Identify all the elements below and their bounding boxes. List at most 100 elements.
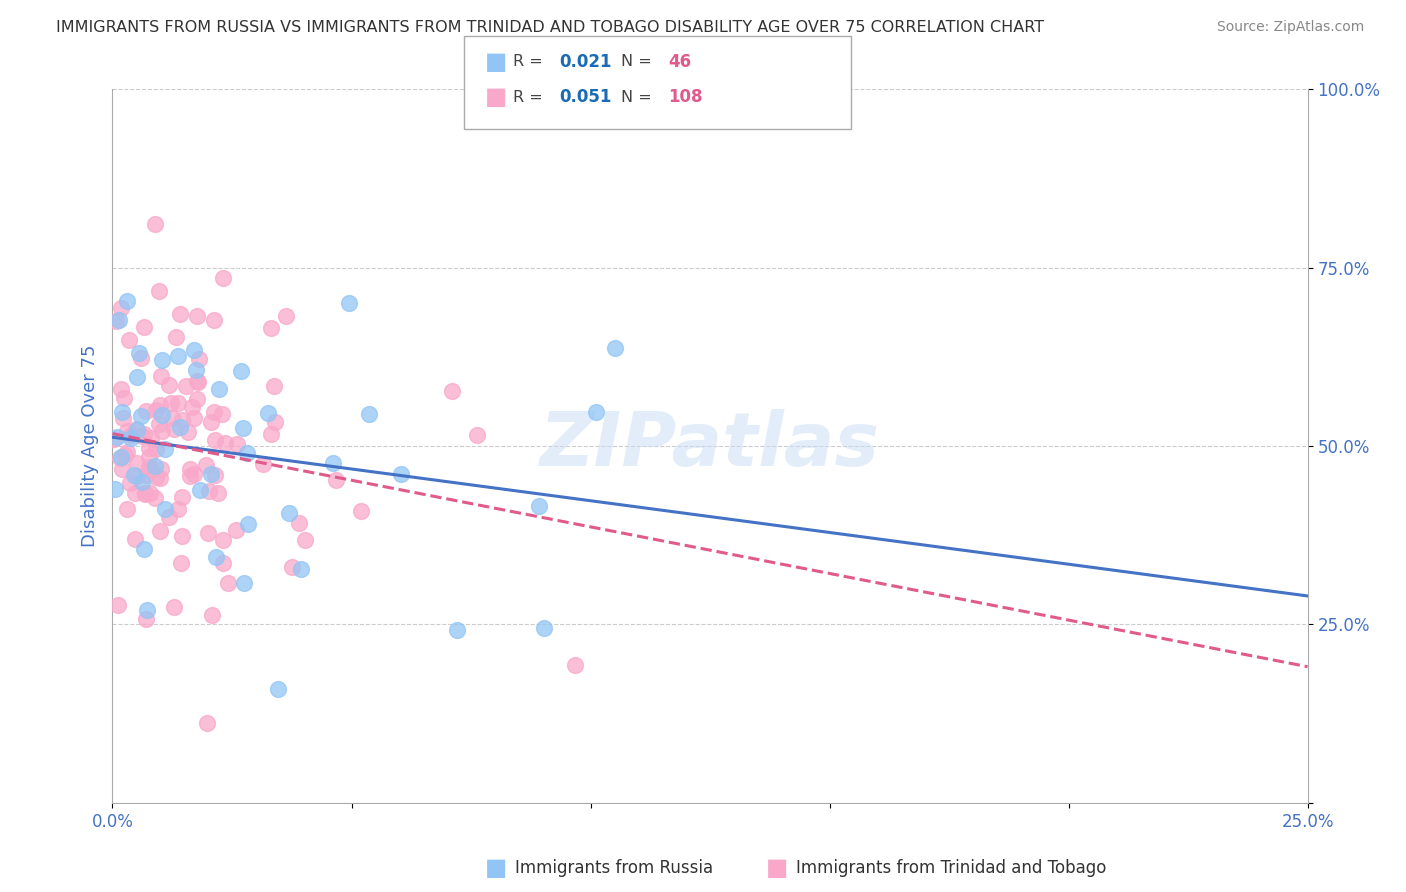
Point xyxy=(145,402,167,417)
Point xyxy=(132,319,155,334)
Text: 0.021: 0.021 xyxy=(560,53,612,70)
Point xyxy=(232,421,254,435)
Point xyxy=(235,445,257,459)
Point xyxy=(322,456,344,470)
Point xyxy=(202,313,225,327)
Point xyxy=(167,349,190,363)
Point xyxy=(188,483,211,498)
Point xyxy=(138,450,160,464)
Point xyxy=(135,468,157,483)
Point xyxy=(170,490,193,504)
Text: N =: N = xyxy=(621,90,652,104)
Point xyxy=(108,313,131,327)
Point xyxy=(263,378,285,392)
Text: 108: 108 xyxy=(668,88,703,106)
Text: Immigrants from Russia: Immigrants from Russia xyxy=(515,859,713,877)
Point xyxy=(280,560,302,574)
Text: ZIPatlas: ZIPatlas xyxy=(540,409,880,483)
Point xyxy=(117,445,139,459)
Point xyxy=(145,469,167,483)
Point xyxy=(110,301,132,316)
Point xyxy=(170,556,193,570)
Point xyxy=(150,409,173,423)
Point xyxy=(233,576,256,591)
Text: 46: 46 xyxy=(668,53,690,70)
Text: ■: ■ xyxy=(485,86,508,109)
Point xyxy=(172,529,194,543)
Point xyxy=(260,427,283,442)
Point xyxy=(217,576,239,591)
Point xyxy=(115,293,138,308)
Point xyxy=(139,431,162,445)
Point xyxy=(170,412,193,426)
Point xyxy=(290,562,312,576)
Point xyxy=(225,523,247,537)
Point xyxy=(129,409,152,423)
Point xyxy=(110,450,132,464)
Text: 0.051: 0.051 xyxy=(560,88,612,106)
Point xyxy=(145,442,167,456)
Point xyxy=(212,533,235,547)
Point xyxy=(238,516,260,531)
Point xyxy=(118,475,141,490)
Point xyxy=(104,482,127,496)
Point xyxy=(186,309,208,323)
Point xyxy=(153,442,176,457)
Point xyxy=(103,432,125,446)
Point xyxy=(114,449,136,463)
Point xyxy=(150,424,173,438)
Point xyxy=(294,533,316,548)
Point xyxy=(179,469,201,483)
Point xyxy=(108,451,131,466)
Point xyxy=(339,296,361,310)
Point xyxy=(112,411,135,425)
Point xyxy=(125,423,148,437)
Point xyxy=(200,415,222,429)
Point xyxy=(169,307,191,321)
Point xyxy=(188,352,211,367)
Point xyxy=(446,624,468,638)
Point xyxy=(131,428,153,442)
Point xyxy=(120,427,142,442)
Point xyxy=(564,657,586,672)
Point xyxy=(125,422,148,436)
Point xyxy=(211,407,233,421)
Point xyxy=(211,271,233,285)
Text: N =: N = xyxy=(621,54,652,69)
Point xyxy=(165,330,187,344)
Point xyxy=(288,516,311,530)
Point xyxy=(198,484,221,499)
Text: Source: ZipAtlas.com: Source: ZipAtlas.com xyxy=(1216,20,1364,34)
Point xyxy=(357,407,380,421)
Text: Immigrants from Trinidad and Tobago: Immigrants from Trinidad and Tobago xyxy=(796,859,1107,877)
Text: ■: ■ xyxy=(485,856,508,880)
Point xyxy=(183,343,205,358)
Point xyxy=(157,378,180,392)
Point xyxy=(252,457,274,471)
Point xyxy=(212,557,235,571)
Point xyxy=(128,346,150,360)
Point xyxy=(134,486,156,500)
Point xyxy=(225,437,247,451)
Point xyxy=(143,491,166,506)
Point xyxy=(149,471,172,485)
Point xyxy=(125,456,148,470)
Point xyxy=(174,378,197,392)
Point xyxy=(105,314,128,328)
Point xyxy=(208,382,231,396)
Point xyxy=(202,405,225,419)
Point xyxy=(134,487,156,501)
Point xyxy=(124,532,146,546)
Point xyxy=(149,369,172,384)
Y-axis label: Disability Age Over 75: Disability Age Over 75 xyxy=(80,344,98,548)
Point xyxy=(115,502,138,516)
Point xyxy=(157,509,180,524)
Point xyxy=(533,621,555,635)
Point xyxy=(120,431,142,445)
Point xyxy=(204,433,226,447)
Point xyxy=(350,504,373,518)
Point xyxy=(118,333,141,347)
Point xyxy=(177,425,200,439)
Point xyxy=(267,681,290,696)
Point xyxy=(205,549,228,564)
